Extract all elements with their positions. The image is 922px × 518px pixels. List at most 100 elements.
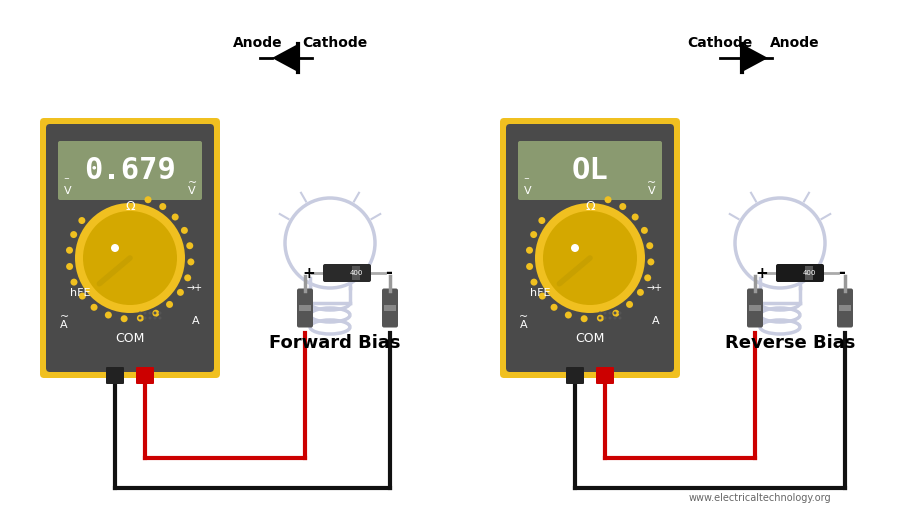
Circle shape [598, 311, 601, 314]
Text: Cathode: Cathode [688, 36, 752, 50]
Text: V: V [188, 186, 195, 196]
Bar [839, 305, 851, 311]
Circle shape [565, 311, 572, 319]
Circle shape [597, 314, 604, 322]
Text: Anode: Anode [233, 36, 283, 50]
Circle shape [647, 258, 655, 265]
Circle shape [152, 310, 160, 316]
Circle shape [70, 231, 77, 238]
Circle shape [632, 213, 639, 221]
FancyBboxPatch shape [506, 124, 674, 372]
Circle shape [159, 316, 161, 320]
Text: COM: COM [575, 332, 605, 344]
Text: hFE: hFE [70, 288, 90, 298]
Text: ~: ~ [59, 312, 68, 322]
Circle shape [605, 196, 611, 203]
Text: A: A [60, 320, 68, 330]
Text: Reverse Bias: Reverse Bias [725, 334, 856, 352]
Text: ~: ~ [187, 178, 196, 188]
Text: OL: OL [572, 156, 609, 185]
Circle shape [646, 242, 654, 249]
Circle shape [543, 211, 637, 305]
Text: Ω: Ω [585, 199, 595, 212]
FancyBboxPatch shape [40, 118, 220, 378]
FancyBboxPatch shape [566, 367, 584, 384]
FancyBboxPatch shape [518, 141, 662, 200]
Circle shape [550, 304, 558, 311]
Circle shape [159, 311, 161, 314]
Circle shape [181, 227, 188, 234]
Bar [299, 305, 311, 311]
Text: Anode: Anode [770, 36, 820, 50]
Circle shape [70, 279, 77, 285]
Text: OFF: OFF [114, 288, 136, 298]
Circle shape [136, 314, 144, 322]
Circle shape [153, 311, 157, 314]
Circle shape [530, 231, 538, 238]
Circle shape [79, 293, 86, 299]
Circle shape [121, 315, 127, 322]
Text: Ω: Ω [125, 199, 135, 212]
Circle shape [78, 217, 86, 224]
Circle shape [644, 275, 651, 281]
Circle shape [604, 316, 607, 320]
Text: +: + [756, 266, 768, 281]
Circle shape [526, 247, 533, 254]
FancyBboxPatch shape [837, 289, 853, 327]
Text: COM: COM [115, 332, 145, 344]
Text: V: V [65, 186, 72, 196]
Text: -: - [385, 264, 393, 282]
Circle shape [598, 316, 601, 320]
FancyBboxPatch shape [323, 264, 371, 282]
Circle shape [609, 316, 611, 320]
Circle shape [66, 263, 73, 270]
Circle shape [148, 316, 151, 320]
Circle shape [609, 311, 611, 314]
Circle shape [184, 275, 191, 281]
Circle shape [144, 316, 147, 320]
Circle shape [138, 316, 141, 320]
Text: www.electricaltechnology.org: www.electricaltechnology.org [689, 493, 832, 503]
Text: ~: ~ [519, 312, 528, 322]
Circle shape [166, 301, 173, 308]
Text: V: V [648, 186, 656, 196]
Text: →+: →+ [647, 283, 663, 293]
Circle shape [581, 315, 587, 322]
Circle shape [171, 213, 179, 221]
Circle shape [571, 244, 579, 252]
Circle shape [538, 217, 545, 224]
FancyBboxPatch shape [106, 367, 124, 384]
Text: A: A [652, 316, 660, 326]
Text: 400: 400 [802, 270, 816, 276]
Circle shape [90, 304, 98, 311]
Circle shape [148, 311, 151, 314]
Circle shape [153, 316, 157, 320]
Circle shape [637, 289, 644, 296]
Circle shape [538, 293, 546, 299]
Text: 0.679: 0.679 [84, 156, 176, 185]
Circle shape [604, 311, 607, 314]
Circle shape [144, 311, 147, 314]
Circle shape [535, 203, 645, 313]
Circle shape [105, 311, 112, 319]
FancyBboxPatch shape [136, 367, 154, 384]
FancyBboxPatch shape [382, 289, 398, 327]
Circle shape [626, 301, 633, 308]
Circle shape [186, 242, 194, 249]
FancyBboxPatch shape [776, 264, 824, 282]
FancyBboxPatch shape [596, 367, 614, 384]
Text: V: V [525, 186, 532, 196]
Text: A: A [192, 316, 200, 326]
FancyBboxPatch shape [805, 266, 813, 280]
Text: Forward Bias: Forward Bias [269, 334, 401, 352]
Circle shape [145, 196, 151, 203]
Text: OFF: OFF [574, 288, 596, 298]
Circle shape [619, 311, 621, 314]
Circle shape [75, 203, 185, 313]
Text: 400: 400 [349, 270, 362, 276]
Circle shape [187, 258, 195, 265]
FancyBboxPatch shape [500, 118, 680, 378]
Text: Cathode: Cathode [302, 36, 368, 50]
Polygon shape [272, 44, 298, 72]
Circle shape [177, 289, 183, 296]
